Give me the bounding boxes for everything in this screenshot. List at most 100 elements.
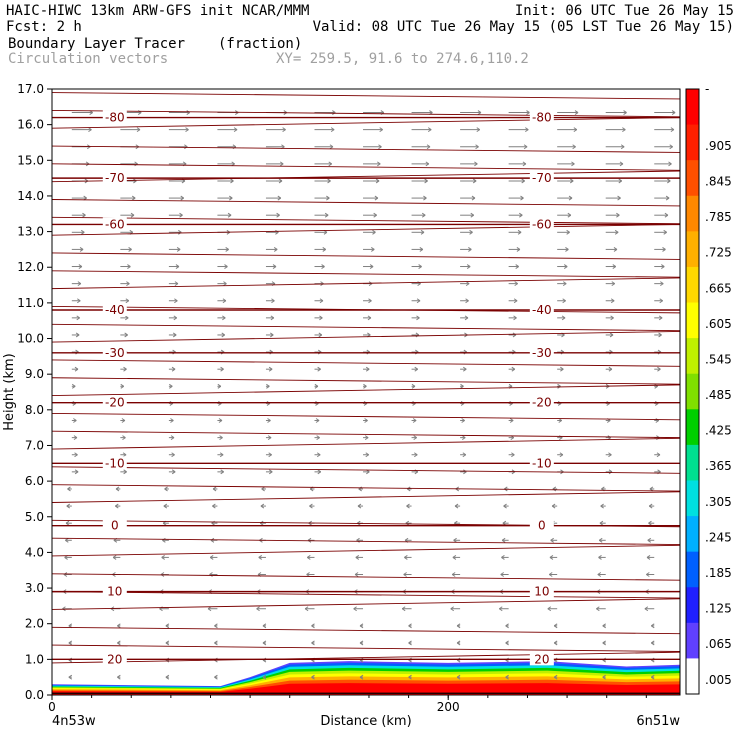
vector-arrowhead [311, 623, 315, 629]
vector-arrowhead [462, 366, 467, 372]
vector-arrowhead [623, 110, 627, 115]
contour-line [51, 466, 681, 474]
contour-label-bg [529, 345, 554, 359]
vector-arrowhead [317, 366, 321, 372]
y-tick-label: 10.0 [17, 332, 44, 346]
vector-arrowhead [658, 315, 663, 321]
vector-arrowhead [456, 674, 461, 680]
vector-arrowhead [406, 503, 410, 509]
vector-arrowhead [68, 640, 73, 646]
vector-arrowhead [420, 229, 425, 235]
vector-arrowhead [214, 623, 218, 629]
colorbar-segment [686, 124, 699, 161]
colorbar-segment [686, 231, 699, 268]
vector-arrowhead [419, 246, 424, 252]
vector-arrowhead [276, 212, 280, 218]
x-axis: 0 200 [48, 695, 647, 714]
vector-arrowhead [498, 606, 503, 612]
x-tick-label: 0 [48, 700, 56, 714]
colorbar-label: .845 [705, 175, 732, 189]
vector-arrowhead [408, 640, 412, 646]
header-line2-right: Valid: 08 UTC Tue 26 May 15 (05 LST Tue … [313, 19, 734, 35]
vector-arrowhead [74, 469, 79, 475]
vector-arrowhead [658, 332, 662, 338]
vector-arrowhead [563, 264, 568, 269]
vector-arrowhead [328, 161, 333, 167]
vector-arrowhead [359, 674, 364, 680]
contour-label: -80 [105, 111, 125, 125]
colorbar-segment [686, 160, 699, 197]
vector-arrowhead [461, 435, 466, 441]
vector-arrowhead [353, 606, 357, 612]
vector-arrowhead [456, 623, 461, 629]
plot-area [52, 89, 680, 695]
vector-arrowhead [513, 298, 518, 304]
colorbar-label: .725 [705, 246, 732, 260]
contour-line [51, 430, 681, 439]
contour-label: -80 [532, 111, 552, 125]
vector-arrowhead [268, 366, 273, 372]
vector-arrowhead [424, 178, 428, 184]
vector-arrowhead [648, 520, 652, 526]
colorbar-label: .425 [705, 424, 732, 438]
vector-arrowhead [170, 418, 174, 423]
temperature-contours: -80 -80 -70 -70 -60 -60 -40 -40 -30 -30 -20 -20 -10 -… [51, 92, 681, 666]
vector-arrowhead [219, 452, 224, 458]
y-tick-label: 4.0 [25, 545, 44, 559]
vector-arrowhead [611, 281, 616, 287]
field-units: (fraction) [218, 36, 302, 52]
contour-label-bg [529, 584, 554, 598]
vector-arrowhead [324, 212, 329, 218]
contour-label: -20 [532, 396, 552, 410]
vector-arrowhead [278, 178, 283, 184]
colorbar-segment [686, 338, 699, 375]
vector-arrowhead [174, 281, 179, 287]
header-line1-left: HAIC-HIWC 13km ARW-GFS init NCAR/MMM [6, 3, 309, 19]
colorbar-segment [686, 409, 699, 446]
vector-arrowhead [311, 674, 315, 680]
contour-label: -40 [532, 303, 552, 317]
vector-arrowhead [505, 640, 509, 646]
vector-arrowhead [620, 144, 625, 150]
vector-arrowhead [414, 366, 419, 372]
colorbar-label: .905 [705, 139, 732, 153]
contour-line [51, 270, 681, 278]
vector-arrowhead [80, 229, 85, 235]
vector-arrowhead [272, 264, 277, 269]
vector-arrowhead [359, 640, 364, 646]
vector-arrowhead [309, 503, 313, 509]
vector-arrowhead [413, 452, 418, 458]
vector-arrowhead [513, 315, 517, 321]
y-tick-label: 8.0 [25, 403, 44, 417]
contour-line [51, 145, 681, 153]
vector-arrowhead [602, 640, 606, 646]
vector-arrowhead [426, 144, 431, 150]
vector-arrowhead [165, 623, 170, 629]
vector-arrowhead [602, 674, 606, 680]
vector-arrowhead [179, 212, 183, 218]
header-line1-right: Init: 06 UTC Tue 26 May 15 [515, 3, 734, 19]
contour-label: 20 [107, 652, 122, 666]
vector-arrowhead [327, 178, 331, 184]
vector-arrowhead [329, 144, 334, 150]
vector-arrowhead [511, 452, 515, 458]
contour-label-bg [102, 456, 127, 470]
y-tick-label: 11.0 [17, 296, 44, 310]
vector-arrowhead [466, 264, 471, 269]
y-tick-label: 6.0 [25, 474, 44, 488]
vector-arrowhead [474, 161, 478, 167]
colorbar-segment [686, 551, 699, 588]
vector-arrowhead [404, 554, 408, 560]
vector-arrowhead [260, 503, 265, 509]
y-tick-label: 5.0 [25, 510, 44, 524]
vector-arrowhead [77, 281, 82, 287]
vector-arrowhead [465, 298, 469, 304]
vector-arrowhead [115, 503, 119, 509]
vector-arrowhead [212, 503, 216, 509]
vector-arrowhead [227, 212, 232, 218]
contour-label: -10 [532, 456, 552, 470]
contour-line [51, 377, 681, 385]
y-tick-label: 3.0 [25, 581, 44, 595]
vector-arrowhead [650, 623, 655, 629]
